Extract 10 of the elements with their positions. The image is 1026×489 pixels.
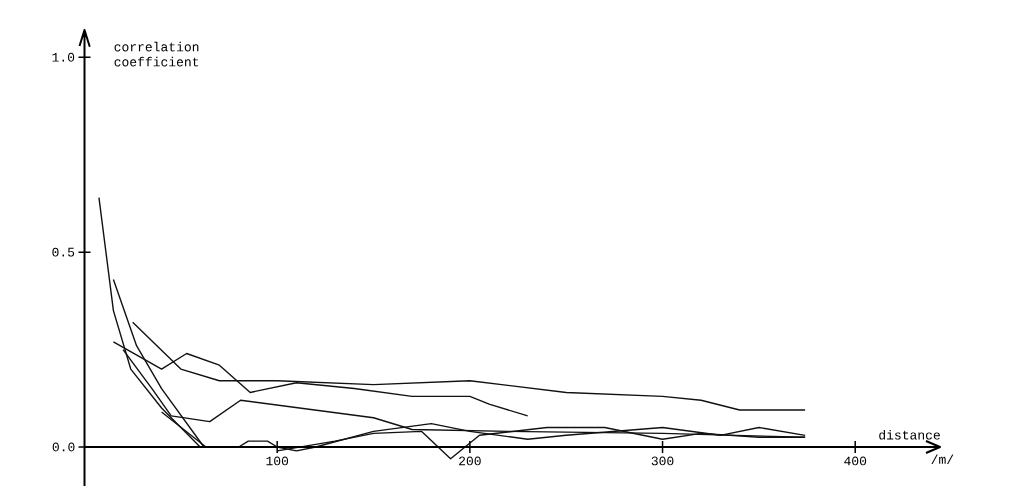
x-tick-label: 200 [459,456,481,466]
x-tick-label: 300 [651,456,674,466]
x-axis-title: distance [879,429,940,440]
x-tick-label: 400 [844,456,867,466]
y-tick-label: 0.5 [52,247,75,257]
y-tick-label: 0.0 [52,442,75,452]
y-axis-title: correlation coefficient [114,41,199,67]
y-tick-label: 1.0 [52,52,75,62]
annotation: /m/ [931,454,954,464]
x-tick-label: 100 [266,456,289,466]
